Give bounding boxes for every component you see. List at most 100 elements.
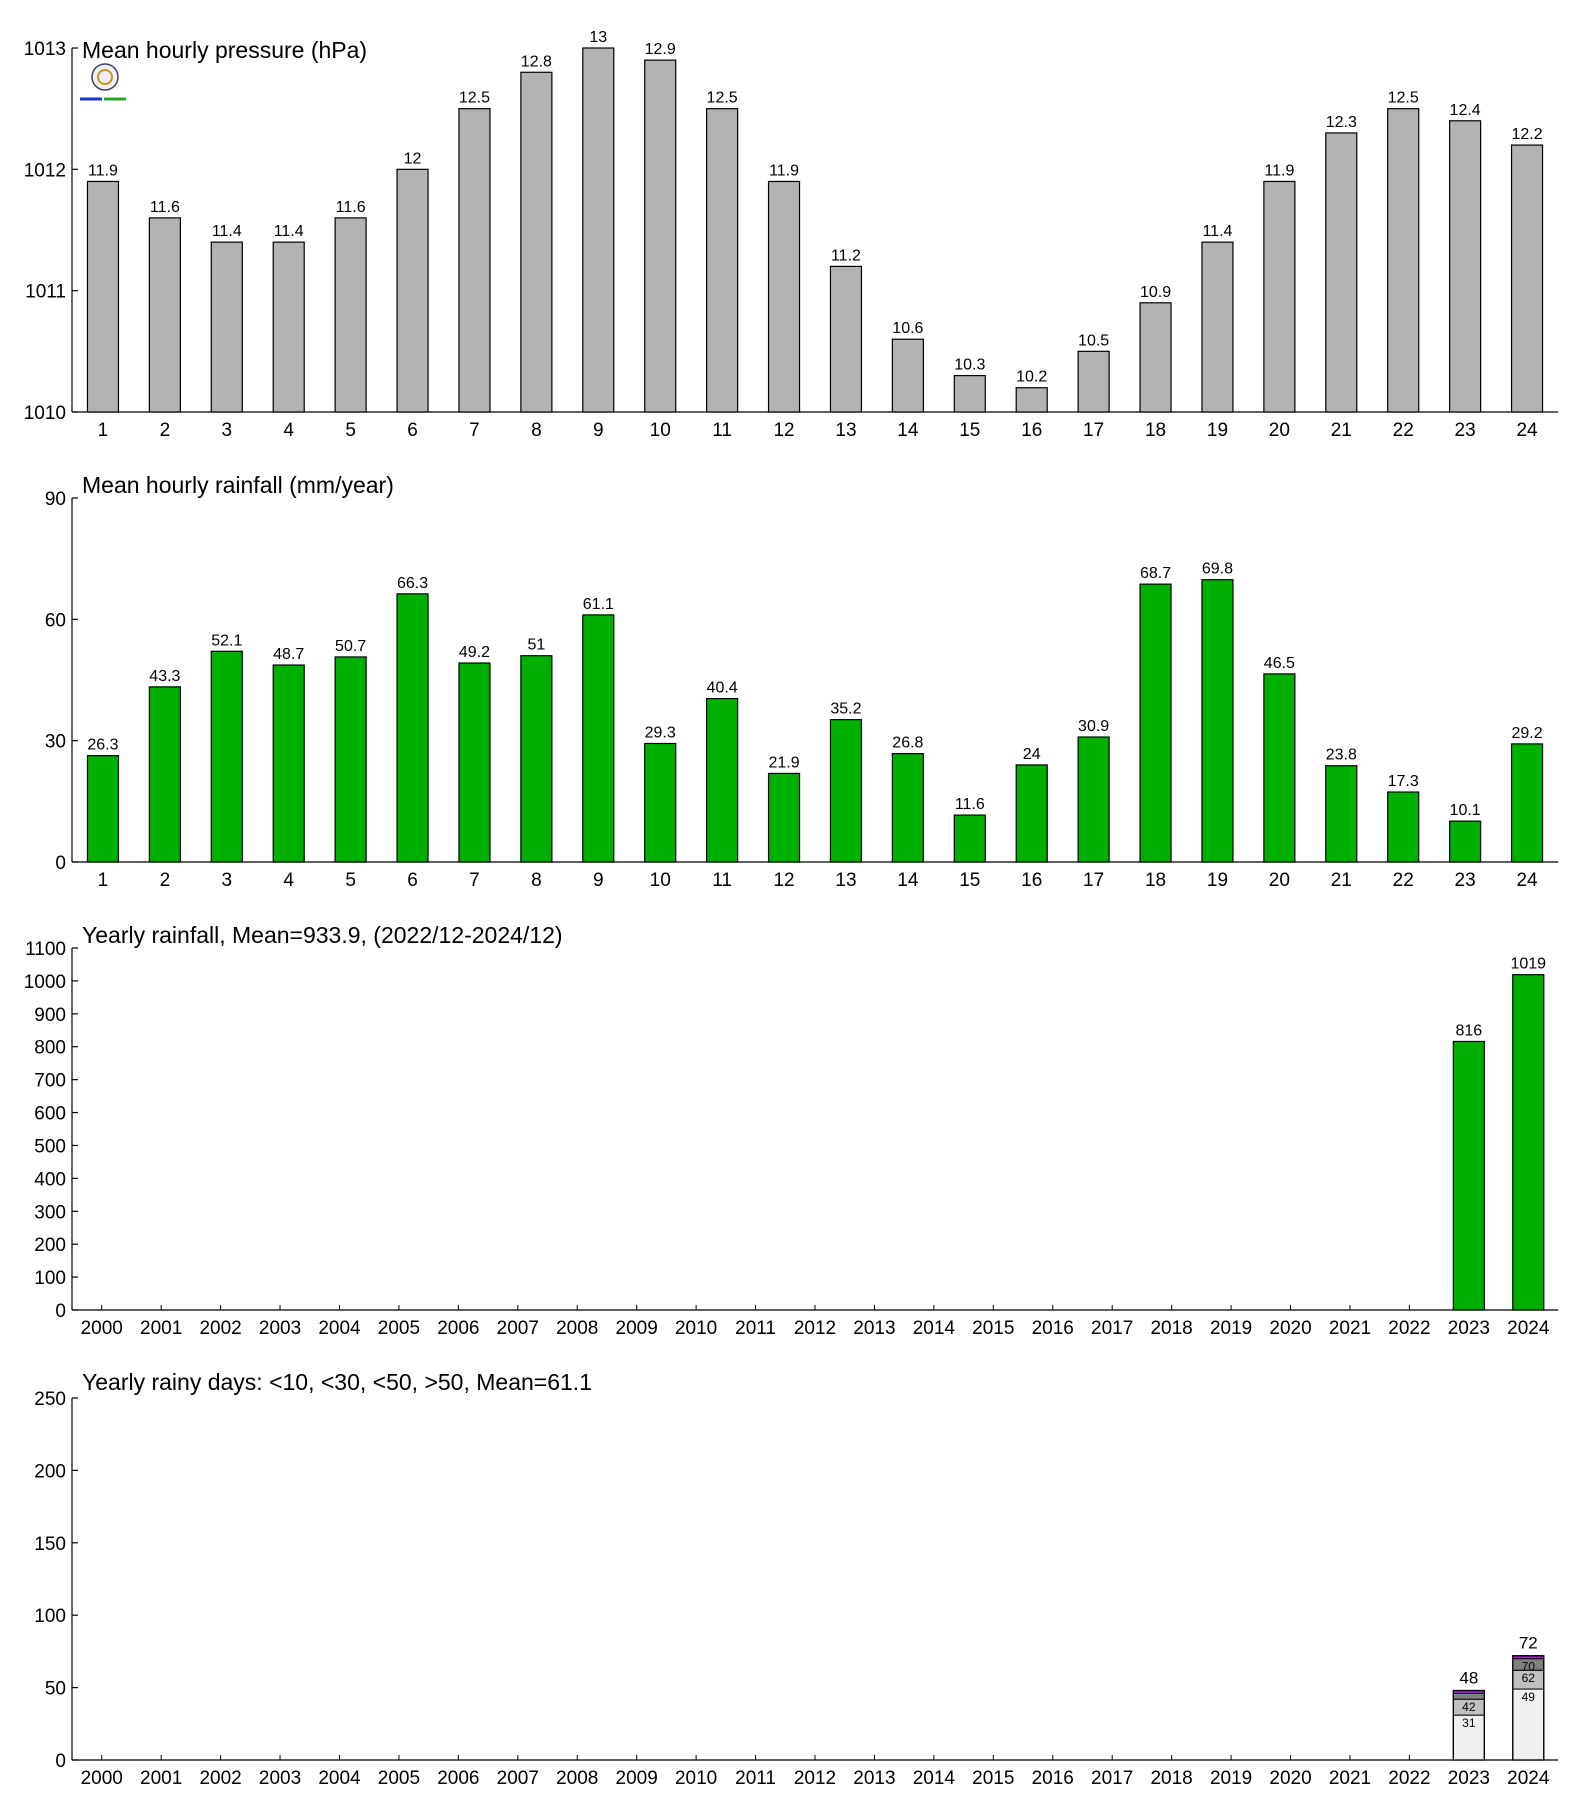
data-label: 26.8 (892, 735, 923, 752)
y-tick-label: 60 (45, 610, 66, 631)
x-tick-label: 24 (1516, 420, 1538, 441)
x-tick-label: 2007 (497, 1768, 539, 1789)
data-label: 11.9 (1264, 162, 1294, 179)
x-tick-label: 2008 (556, 1768, 598, 1789)
x-tick-label: 11 (712, 870, 732, 891)
data-label: 24 (1023, 746, 1041, 763)
stack-segment-2023-3 (1452, 1692, 1485, 1700)
data-label: 66.3 (397, 575, 428, 592)
data-label: 12 (404, 150, 422, 167)
bar-20 (1263, 673, 1296, 863)
data-label: 26.3 (87, 737, 118, 754)
data-label: 51 (527, 637, 545, 654)
x-tick-label: 2012 (794, 1318, 836, 1339)
data-label: 68.7 (1140, 565, 1171, 582)
x-tick-label: 9 (593, 870, 604, 891)
y-tick-label: 1100 (25, 939, 66, 960)
x-tick-label: 2020 (1269, 1768, 1311, 1789)
x-tick-label: 18 (1145, 420, 1166, 441)
x-tick-label: 16 (1021, 870, 1042, 891)
bar-5 (334, 656, 367, 863)
data-label: 12.8 (521, 53, 552, 70)
x-tick-label: 2014 (913, 1768, 956, 1789)
bar-4 (272, 241, 305, 413)
bar-2023 (1452, 1040, 1485, 1311)
bar-20 (1263, 180, 1296, 413)
x-tick-label: 12 (773, 870, 794, 891)
y-tick-label: 90 (45, 489, 66, 510)
bar-18 (1139, 583, 1172, 863)
x-tick-label: 2001 (140, 1318, 182, 1339)
x-tick-label: 2019 (1210, 1318, 1252, 1339)
y-tick-label: 100 (34, 1268, 66, 1289)
y-tick-label: 0 (55, 1751, 66, 1772)
x-tick-label: 2022 (1388, 1318, 1430, 1339)
y-tick-label: 1011 (25, 282, 66, 303)
bar-6 (396, 168, 429, 413)
y-tick-label: 150 (34, 1534, 66, 1555)
x-tick-label: 2015 (972, 1768, 1014, 1789)
bar-2024 (1512, 974, 1545, 1311)
data-label: 29.2 (1511, 725, 1542, 742)
x-tick-label: 2023 (1448, 1318, 1490, 1339)
y-tick-label: 100 (34, 1606, 66, 1627)
data-label: 35.2 (830, 701, 861, 718)
stack-outline-2023 (1452, 1689, 1485, 1761)
y-tick-label: 0 (55, 853, 66, 874)
segment-label: 42 (1462, 1700, 1476, 1714)
x-tick-label: 20 (1269, 870, 1290, 891)
bar-21 (1325, 132, 1358, 413)
bar-13 (829, 265, 863, 413)
x-tick-label: 22 (1393, 870, 1414, 891)
bar-12 (767, 772, 801, 863)
chart-title: Yearly rainy days: <10, <30, <50, >50, M… (82, 1369, 592, 1395)
x-tick-label: 8 (531, 870, 542, 891)
x-tick-label: 15 (959, 420, 980, 441)
x-tick-label: 2015 (972, 1318, 1014, 1339)
x-tick-label: 13 (835, 420, 856, 441)
x-tick-label: 2006 (437, 1318, 479, 1339)
data-label: 30.9 (1078, 718, 1109, 735)
bar-9 (582, 614, 615, 863)
x-tick-label: 2021 (1329, 1768, 1371, 1789)
x-tick-label: 16 (1021, 420, 1042, 441)
bar-22 (1387, 108, 1420, 413)
data-label: 1019 (1510, 956, 1546, 973)
bar-10 (644, 59, 677, 413)
y-tick-label: 200 (34, 1235, 66, 1256)
x-tick-label: 18 (1145, 870, 1166, 891)
x-tick-label: 8 (531, 420, 542, 441)
bar-1 (86, 180, 120, 413)
bar-7 (458, 662, 491, 863)
data-label: 10.1 (1450, 802, 1481, 819)
data-label: 12.5 (459, 90, 490, 107)
x-tick-label: 2005 (378, 1768, 420, 1789)
x-tick-label: 10 (650, 870, 671, 891)
y-tick-label: 1012 (24, 160, 66, 181)
x-tick-label: 3 (222, 420, 233, 441)
x-tick-label: 2008 (556, 1318, 598, 1339)
x-tick-label: 6 (407, 420, 418, 441)
x-tick-label: 2021 (1329, 1318, 1371, 1339)
y-tick-label: 400 (34, 1169, 66, 1190)
data-label: 10.5 (1078, 332, 1109, 349)
x-tick-label: 2001 (140, 1768, 182, 1789)
x-tick-label: 2002 (199, 1318, 241, 1339)
chart-panel-4: Yearly rainy days: <10, <30, <50, >50, M… (34, 1369, 1558, 1789)
data-label: 10.9 (1140, 284, 1171, 301)
x-tick-label: 2003 (259, 1768, 301, 1789)
x-tick-label: 2019 (1210, 1768, 1252, 1789)
x-tick-label: 2024 (1507, 1318, 1550, 1339)
y-tick-label: 800 (34, 1038, 66, 1059)
data-label: 29.3 (645, 724, 676, 741)
x-tick-label: 2006 (437, 1768, 479, 1789)
data-label: 12.4 (1450, 102, 1481, 119)
data-label: 12.3 (1326, 114, 1357, 131)
bar-5 (334, 217, 367, 413)
x-tick-label: 6 (407, 870, 418, 891)
x-tick-label: 2014 (913, 1318, 956, 1339)
data-label: 12.2 (1511, 126, 1542, 143)
x-tick-label: 2013 (853, 1768, 895, 1789)
data-label: 11.6 (336, 199, 366, 216)
